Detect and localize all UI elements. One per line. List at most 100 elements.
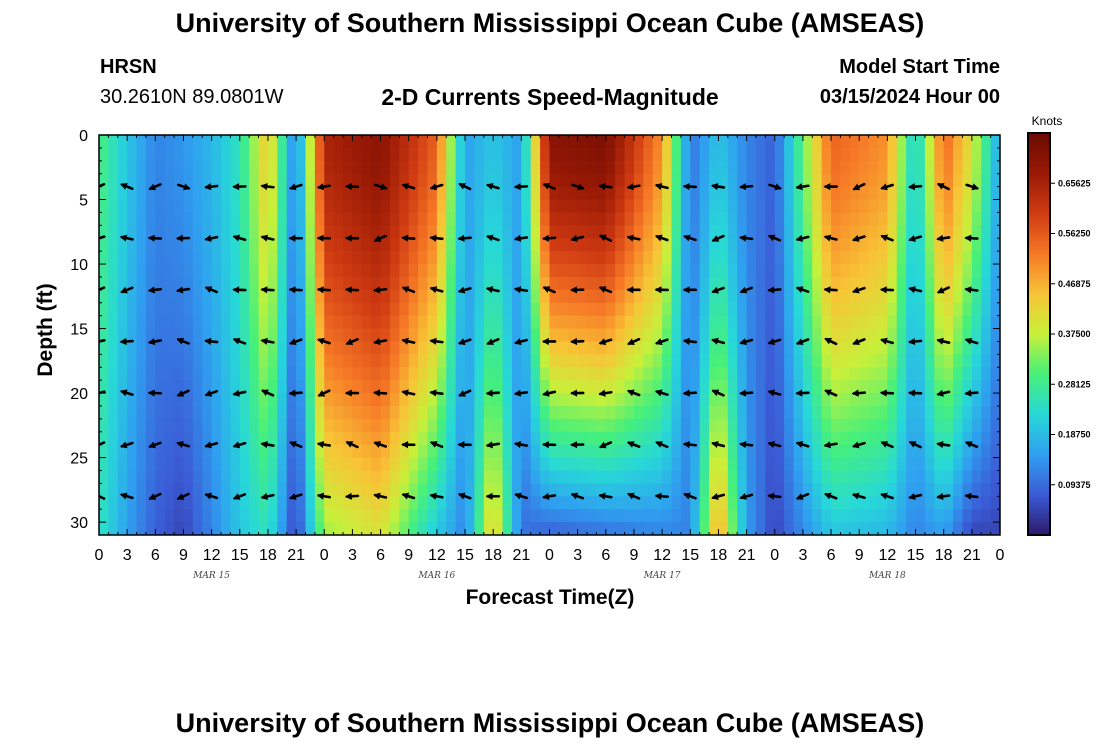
heatmap-cell	[108, 276, 119, 291]
heatmap-cell	[953, 522, 964, 535]
heatmap-cell	[221, 276, 231, 291]
heatmap-cell	[192, 173, 203, 188]
heatmap-cell	[427, 470, 438, 484]
heatmap-cell	[859, 251, 870, 265]
heatmap-cell	[192, 470, 203, 484]
heatmap-cell	[680, 315, 691, 330]
heatmap-cell	[371, 328, 382, 343]
heatmap-cell	[784, 496, 795, 510]
heatmap-cell	[145, 302, 156, 317]
heatmap-cell	[868, 251, 879, 265]
heatmap-cell	[493, 302, 504, 317]
heatmap-cell	[558, 341, 569, 355]
heatmap-cell	[174, 251, 185, 265]
heatmap-cell	[511, 496, 522, 510]
heatmap-cell	[446, 238, 457, 252]
heatmap-cell	[530, 199, 541, 214]
heatmap-cell	[849, 135, 860, 149]
heatmap-cell	[127, 418, 138, 433]
heatmap-cell	[793, 444, 804, 459]
heatmap-cell	[296, 328, 307, 343]
heatmap-cell	[474, 160, 485, 175]
heatmap-cell	[587, 289, 598, 304]
heatmap-cell	[408, 199, 419, 214]
heatmap-cell	[943, 315, 954, 330]
heatmap-cell	[981, 199, 992, 214]
heatmap-cell	[99, 186, 109, 201]
heatmap-cell	[662, 341, 673, 355]
heatmap-cell	[793, 225, 804, 239]
heatmap-cell	[530, 393, 541, 407]
heatmap-cell	[221, 418, 231, 433]
heatmap-cell	[718, 251, 729, 265]
heatmap-cell	[887, 522, 898, 535]
heatmap-cell	[943, 225, 954, 239]
heatmap-cell	[239, 431, 250, 446]
heatmap-cell	[793, 199, 804, 214]
heatmap-cell	[540, 341, 551, 355]
heatmap-cell	[699, 341, 710, 355]
heatmap-cell	[981, 457, 992, 472]
heatmap-cell	[371, 186, 382, 201]
heatmap-cell	[868, 496, 879, 510]
heatmap-cell	[183, 393, 194, 407]
heatmap-cell	[652, 496, 663, 510]
heatmap-cell	[887, 457, 898, 472]
heatmap-cell	[784, 238, 795, 252]
heatmap-cell	[624, 341, 635, 355]
heatmap-cell	[164, 315, 175, 330]
heatmap-cell	[164, 483, 175, 497]
heatmap-cell	[540, 509, 551, 523]
heatmap-cell	[436, 173, 447, 188]
heatmap-cell	[511, 160, 522, 175]
heatmap-cell	[296, 199, 307, 214]
heatmap-cell	[127, 509, 138, 523]
heatmap-cell	[333, 431, 344, 446]
heatmap-cell	[596, 431, 607, 446]
heatmap-cell	[286, 135, 297, 149]
heatmap-cell	[652, 160, 663, 175]
heatmap-cell	[924, 135, 935, 149]
heatmap-cell	[127, 315, 138, 330]
heatmap-cell	[314, 315, 325, 330]
heatmap-cell	[249, 341, 260, 355]
heatmap-cell	[455, 418, 466, 433]
heatmap-cell	[183, 225, 194, 239]
heatmap-cell	[915, 418, 926, 433]
heatmap-cell	[962, 418, 973, 433]
heatmap-cell	[483, 160, 494, 175]
heatmap-cell	[164, 302, 175, 317]
heatmap-cell	[765, 199, 776, 214]
heatmap-cell	[577, 431, 588, 446]
heatmap-cell	[849, 496, 860, 510]
current-vector	[429, 337, 444, 345]
heatmap-cell	[877, 380, 888, 394]
heatmap-cell	[615, 276, 626, 291]
heatmap-cell	[699, 483, 710, 497]
heatmap-cell	[540, 405, 551, 420]
heatmap-cell	[802, 367, 813, 381]
heatmap-cell	[371, 264, 382, 278]
heatmap-cell	[183, 341, 194, 355]
heatmap-cell	[389, 160, 400, 175]
heatmap-cell	[784, 470, 795, 484]
heatmap-cell	[849, 393, 860, 407]
heatmap-cell	[174, 341, 185, 355]
heatmap-cell	[859, 225, 870, 239]
current-vector	[626, 389, 641, 397]
heatmap-cell	[680, 418, 691, 433]
heatmap-cell	[840, 522, 851, 535]
heatmap-cell	[727, 328, 738, 343]
heatmap-cell	[483, 522, 494, 535]
heatmap-cell	[511, 483, 522, 497]
heatmap-cell	[465, 380, 476, 394]
heatmap-cell	[709, 328, 720, 343]
heatmap-cell	[727, 509, 738, 523]
heatmap-cell	[615, 199, 626, 214]
heatmap-cell	[671, 418, 682, 433]
heatmap-cell	[643, 380, 654, 394]
heatmap-cell	[155, 405, 166, 420]
heatmap-cell	[427, 147, 438, 162]
heatmap-cell	[239, 457, 250, 472]
heatmap-cell	[615, 509, 626, 523]
